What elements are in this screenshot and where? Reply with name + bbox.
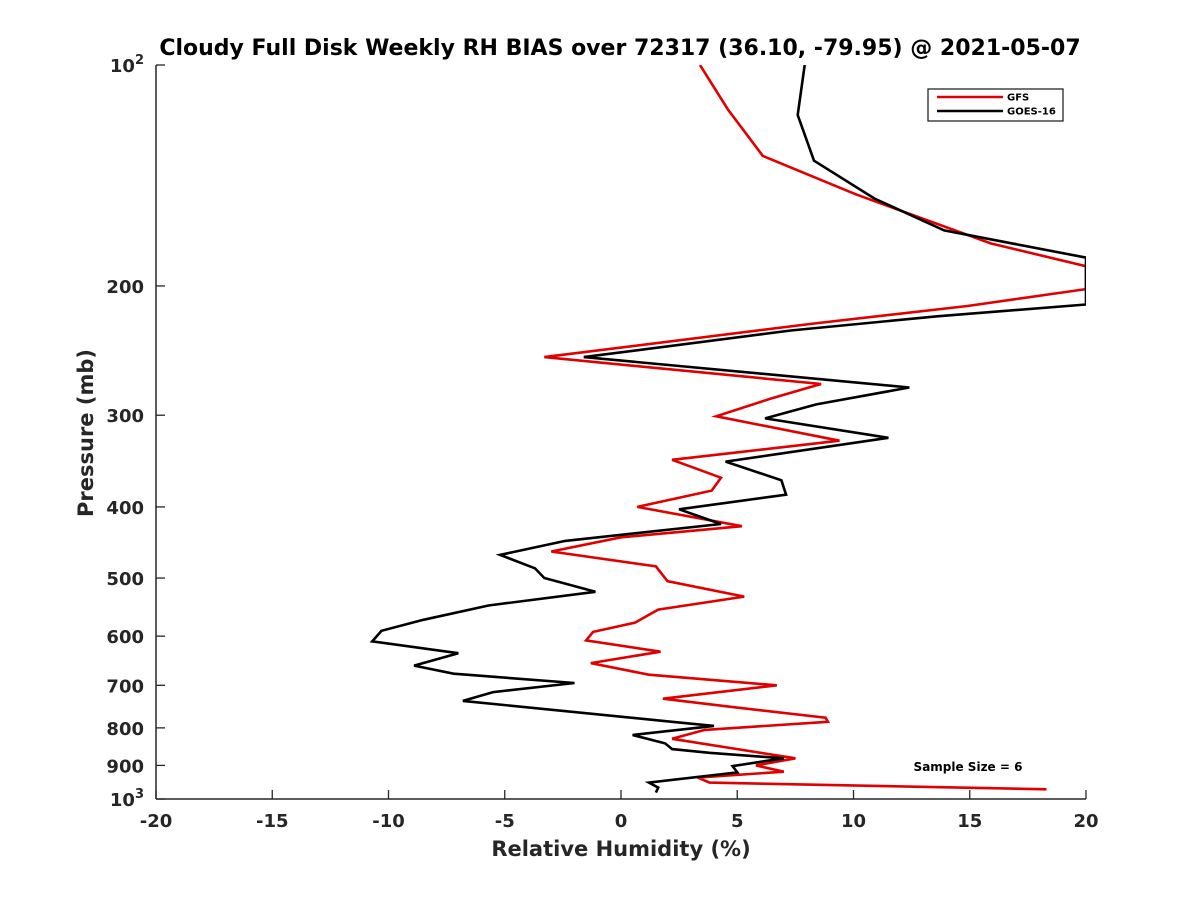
x-tick-label: 5 xyxy=(731,811,744,832)
y-tick-label: 600 xyxy=(106,627,144,648)
y-tick-label: 103 xyxy=(110,787,144,811)
y-tick-label: 900 xyxy=(106,756,144,777)
x-tick-label: 20 xyxy=(1073,811,1098,832)
legend-label-gfs: GFS xyxy=(1007,93,1029,104)
series-layer xyxy=(369,65,1086,794)
x-tick-label: -10 xyxy=(372,811,405,832)
y-tick-label: 800 xyxy=(106,719,144,740)
legend: GFS GOES-16 xyxy=(927,88,1064,122)
x-tick-label: 10 xyxy=(841,811,866,832)
y-tick-label: 400 xyxy=(106,498,144,519)
x-tick-label: 15 xyxy=(957,811,982,832)
x-tick-label: -20 xyxy=(140,811,173,832)
y-tick-label: 200 xyxy=(106,277,144,298)
legend-box xyxy=(927,88,1064,122)
y-tick-label: 500 xyxy=(106,569,144,590)
x-tick-label: 0 xyxy=(615,811,628,832)
legend-label-goes16: GOES-16 xyxy=(1007,107,1056,118)
x-tick-label: -15 xyxy=(256,811,289,832)
sample-size-annotation: Sample Size = 6 xyxy=(914,760,1023,774)
axes-layer: -20 -15 -10 -5 0 5 10 15 20 102 200 300 400 500 600 700… xyxy=(106,53,1098,832)
series-line-gfs xyxy=(544,65,1086,791)
y-axis-label: Pressure (mb) xyxy=(74,349,98,517)
x-tick-label: -5 xyxy=(495,811,515,832)
chart-title: Cloudy Full Disk Weekly RH BIAS over 723… xyxy=(159,36,1080,61)
y-tick-label: 300 xyxy=(106,406,144,427)
y-tick-label: 700 xyxy=(106,676,144,697)
series-line-goes16 xyxy=(369,65,1086,794)
y-tick-label: 102 xyxy=(110,53,144,77)
x-axis-label: Relative Humidity (%) xyxy=(491,837,750,861)
